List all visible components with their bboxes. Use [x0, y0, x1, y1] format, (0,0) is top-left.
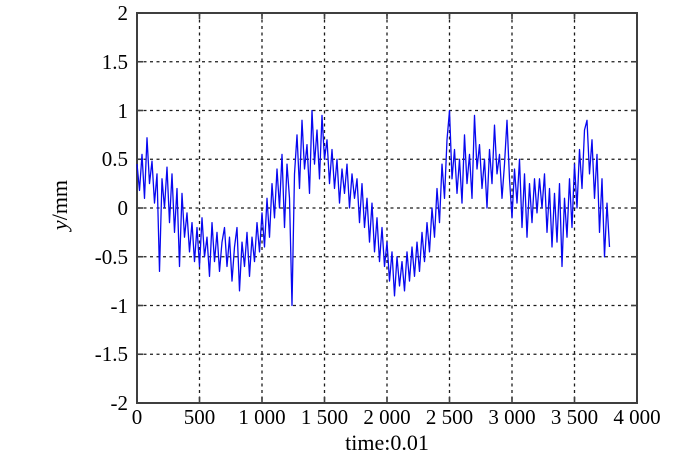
y-tick-label: -1.5 — [94, 342, 128, 367]
x-tick-label: 0 — [131, 405, 143, 429]
x-tick-label: 1 000 — [238, 405, 286, 429]
y-tick-label: 0.5 — [101, 147, 128, 172]
grid-lines — [137, 13, 637, 403]
x-tick-label: 2 000 — [363, 405, 411, 429]
x-tick-label: 3 500 — [550, 405, 599, 429]
x-tick-label: 4 000 — [613, 405, 661, 429]
y-tick-label: -2 — [110, 391, 129, 415]
x-tick-label: 500 — [183, 405, 216, 429]
y-tick-label: -1 — [110, 293, 129, 318]
signal-line — [136, 109, 611, 307]
y-axis-label-italic: y — [47, 220, 72, 231]
y-tick-label: -0.5 — [94, 244, 128, 269]
y-axis-label: y/mm — [47, 145, 73, 265]
y-tick-label: 1.5 — [101, 49, 128, 74]
x-tick-label: 1 500 — [300, 405, 349, 429]
y-tick-label: 1 — [117, 98, 129, 123]
x-axis-label: time:0.01 — [345, 430, 429, 455]
y-axis-label-unit: /mm — [47, 179, 72, 221]
y-tick-label: 0 — [117, 196, 129, 220]
x-tick-label: 3 000 — [488, 405, 536, 429]
y-tick-label: 2 — [117, 1, 129, 25]
x-tick-label: 2 500 — [425, 405, 474, 429]
